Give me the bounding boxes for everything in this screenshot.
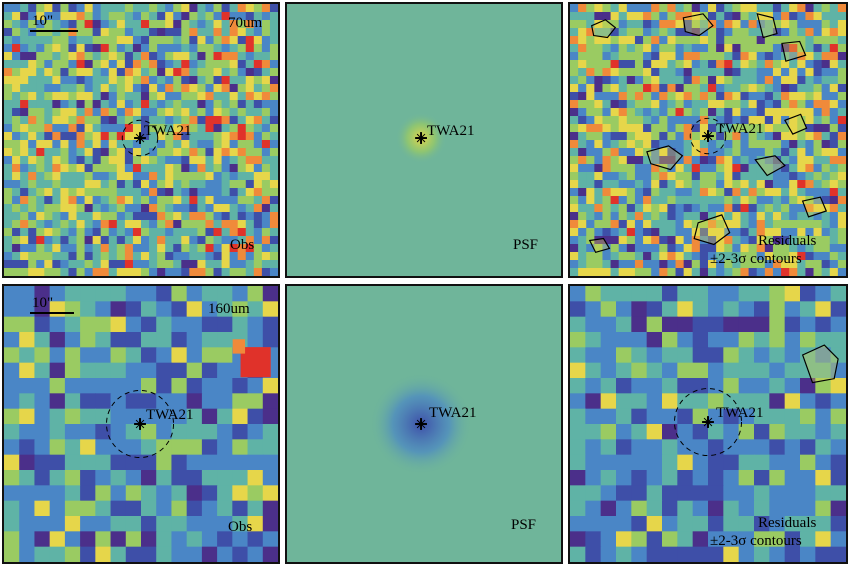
band-label: 160um bbox=[208, 301, 250, 317]
panel-caption-2: ±2-3σ contours bbox=[710, 251, 802, 267]
source-label: TWA21 bbox=[716, 121, 764, 137]
source-label: TWA21 bbox=[429, 405, 477, 421]
obs-70-image bbox=[4, 4, 278, 276]
band-label: 70um bbox=[228, 15, 263, 31]
res-70-image bbox=[570, 4, 846, 276]
source-marker bbox=[106, 389, 175, 459]
source-label: TWA21 bbox=[716, 405, 764, 421]
source-label: TWA21 bbox=[427, 123, 475, 139]
contour bbox=[801, 344, 839, 384]
panel-caption: Residuals bbox=[758, 515, 817, 531]
panel-psf-160: TWA21 PSF bbox=[285, 284, 563, 564]
panel-psf-70: TWA21 PSF bbox=[285, 2, 563, 278]
panel-caption: Obs bbox=[228, 519, 253, 535]
obs-160-image bbox=[4, 286, 278, 562]
res-160-image bbox=[570, 286, 846, 562]
contour bbox=[591, 19, 617, 39]
source-marker bbox=[689, 117, 727, 155]
panel-caption: Obs bbox=[230, 237, 255, 253]
contour bbox=[693, 214, 731, 246]
panel-caption: PSF bbox=[511, 517, 537, 533]
source-label: TWA21 bbox=[146, 407, 194, 423]
psf-70-image bbox=[287, 4, 561, 276]
psf-160-image bbox=[287, 286, 561, 562]
contour bbox=[646, 145, 684, 171]
source-marker bbox=[415, 418, 427, 430]
contour bbox=[588, 237, 611, 254]
source-label: TWA21 bbox=[144, 123, 192, 139]
contour bbox=[754, 155, 786, 177]
contour bbox=[756, 13, 778, 39]
panel-obs-70: 70um 10" TWA21 Obs bbox=[2, 2, 280, 278]
panel-caption: PSF bbox=[513, 237, 539, 253]
panel-res-70: TWA21 Residuals ±2-3σ contours bbox=[568, 2, 848, 278]
panel-caption-2: ±2-3σ contours bbox=[710, 533, 802, 549]
source-marker bbox=[415, 132, 427, 144]
scale-bar bbox=[30, 312, 74, 314]
panel-obs-160: 160um 10" TWA21 Obs bbox=[2, 284, 280, 564]
source-marker bbox=[673, 388, 743, 457]
contour bbox=[781, 40, 807, 62]
scale-bar-label: 10" bbox=[32, 295, 54, 311]
contour bbox=[784, 113, 808, 135]
panel-res-160: TWA21 Residuals ±2-3σ contours bbox=[568, 284, 848, 564]
contour bbox=[682, 13, 714, 37]
contour bbox=[801, 196, 828, 218]
panel-caption: Residuals bbox=[758, 233, 817, 249]
scale-bar-label: 10" bbox=[32, 13, 54, 29]
source-marker bbox=[121, 119, 159, 157]
scale-bar bbox=[30, 30, 78, 32]
